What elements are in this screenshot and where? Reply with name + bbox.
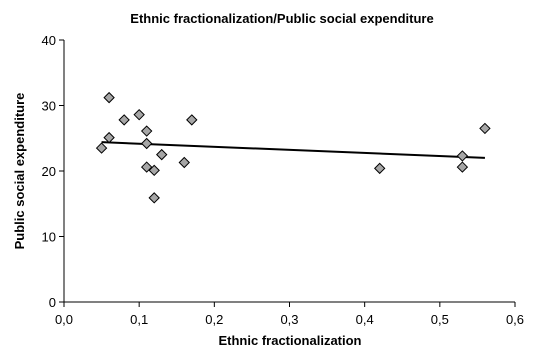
data-point bbox=[179, 157, 189, 167]
x-tick-label: 0,1 bbox=[130, 312, 148, 327]
y-tick-label: 0 bbox=[49, 295, 56, 310]
y-axis-label: Public social expenditure bbox=[12, 93, 27, 250]
data-point bbox=[142, 126, 152, 136]
x-tick-label: 0,6 bbox=[506, 312, 524, 327]
x-tick-label: 0,2 bbox=[205, 312, 223, 327]
x-tick-label: 0,3 bbox=[280, 312, 298, 327]
data-point bbox=[97, 143, 107, 153]
y-tick-label: 40 bbox=[42, 33, 56, 48]
data-point bbox=[457, 162, 467, 172]
x-tick-label: 0,4 bbox=[356, 312, 374, 327]
x-tick-label: 0,5 bbox=[431, 312, 449, 327]
x-tick-label: 0,0 bbox=[55, 312, 73, 327]
y-tick-label: 30 bbox=[42, 99, 56, 114]
data-point bbox=[142, 138, 152, 148]
y-axis-ticks: 0 10 20 30 40 bbox=[42, 33, 64, 310]
data-point bbox=[104, 93, 114, 103]
data-point bbox=[375, 163, 385, 173]
data-point bbox=[134, 110, 144, 120]
data-point bbox=[457, 151, 467, 161]
data-point bbox=[157, 150, 167, 160]
y-tick-label: 10 bbox=[42, 230, 56, 245]
x-axis-label: Ethnic fractionalization bbox=[218, 333, 361, 348]
chart-title: Ethnic fractionalization/Public social e… bbox=[130, 11, 433, 26]
data-point bbox=[149, 193, 159, 203]
data-point bbox=[119, 115, 129, 125]
data-point bbox=[480, 123, 490, 133]
data-point bbox=[187, 115, 197, 125]
data-point bbox=[104, 133, 114, 143]
x-axis-ticks: 0,0 0,1 0,2 0,3 0,4 0,5 0,6 bbox=[55, 302, 524, 327]
data-points bbox=[97, 93, 490, 203]
y-tick-label: 20 bbox=[42, 164, 56, 179]
